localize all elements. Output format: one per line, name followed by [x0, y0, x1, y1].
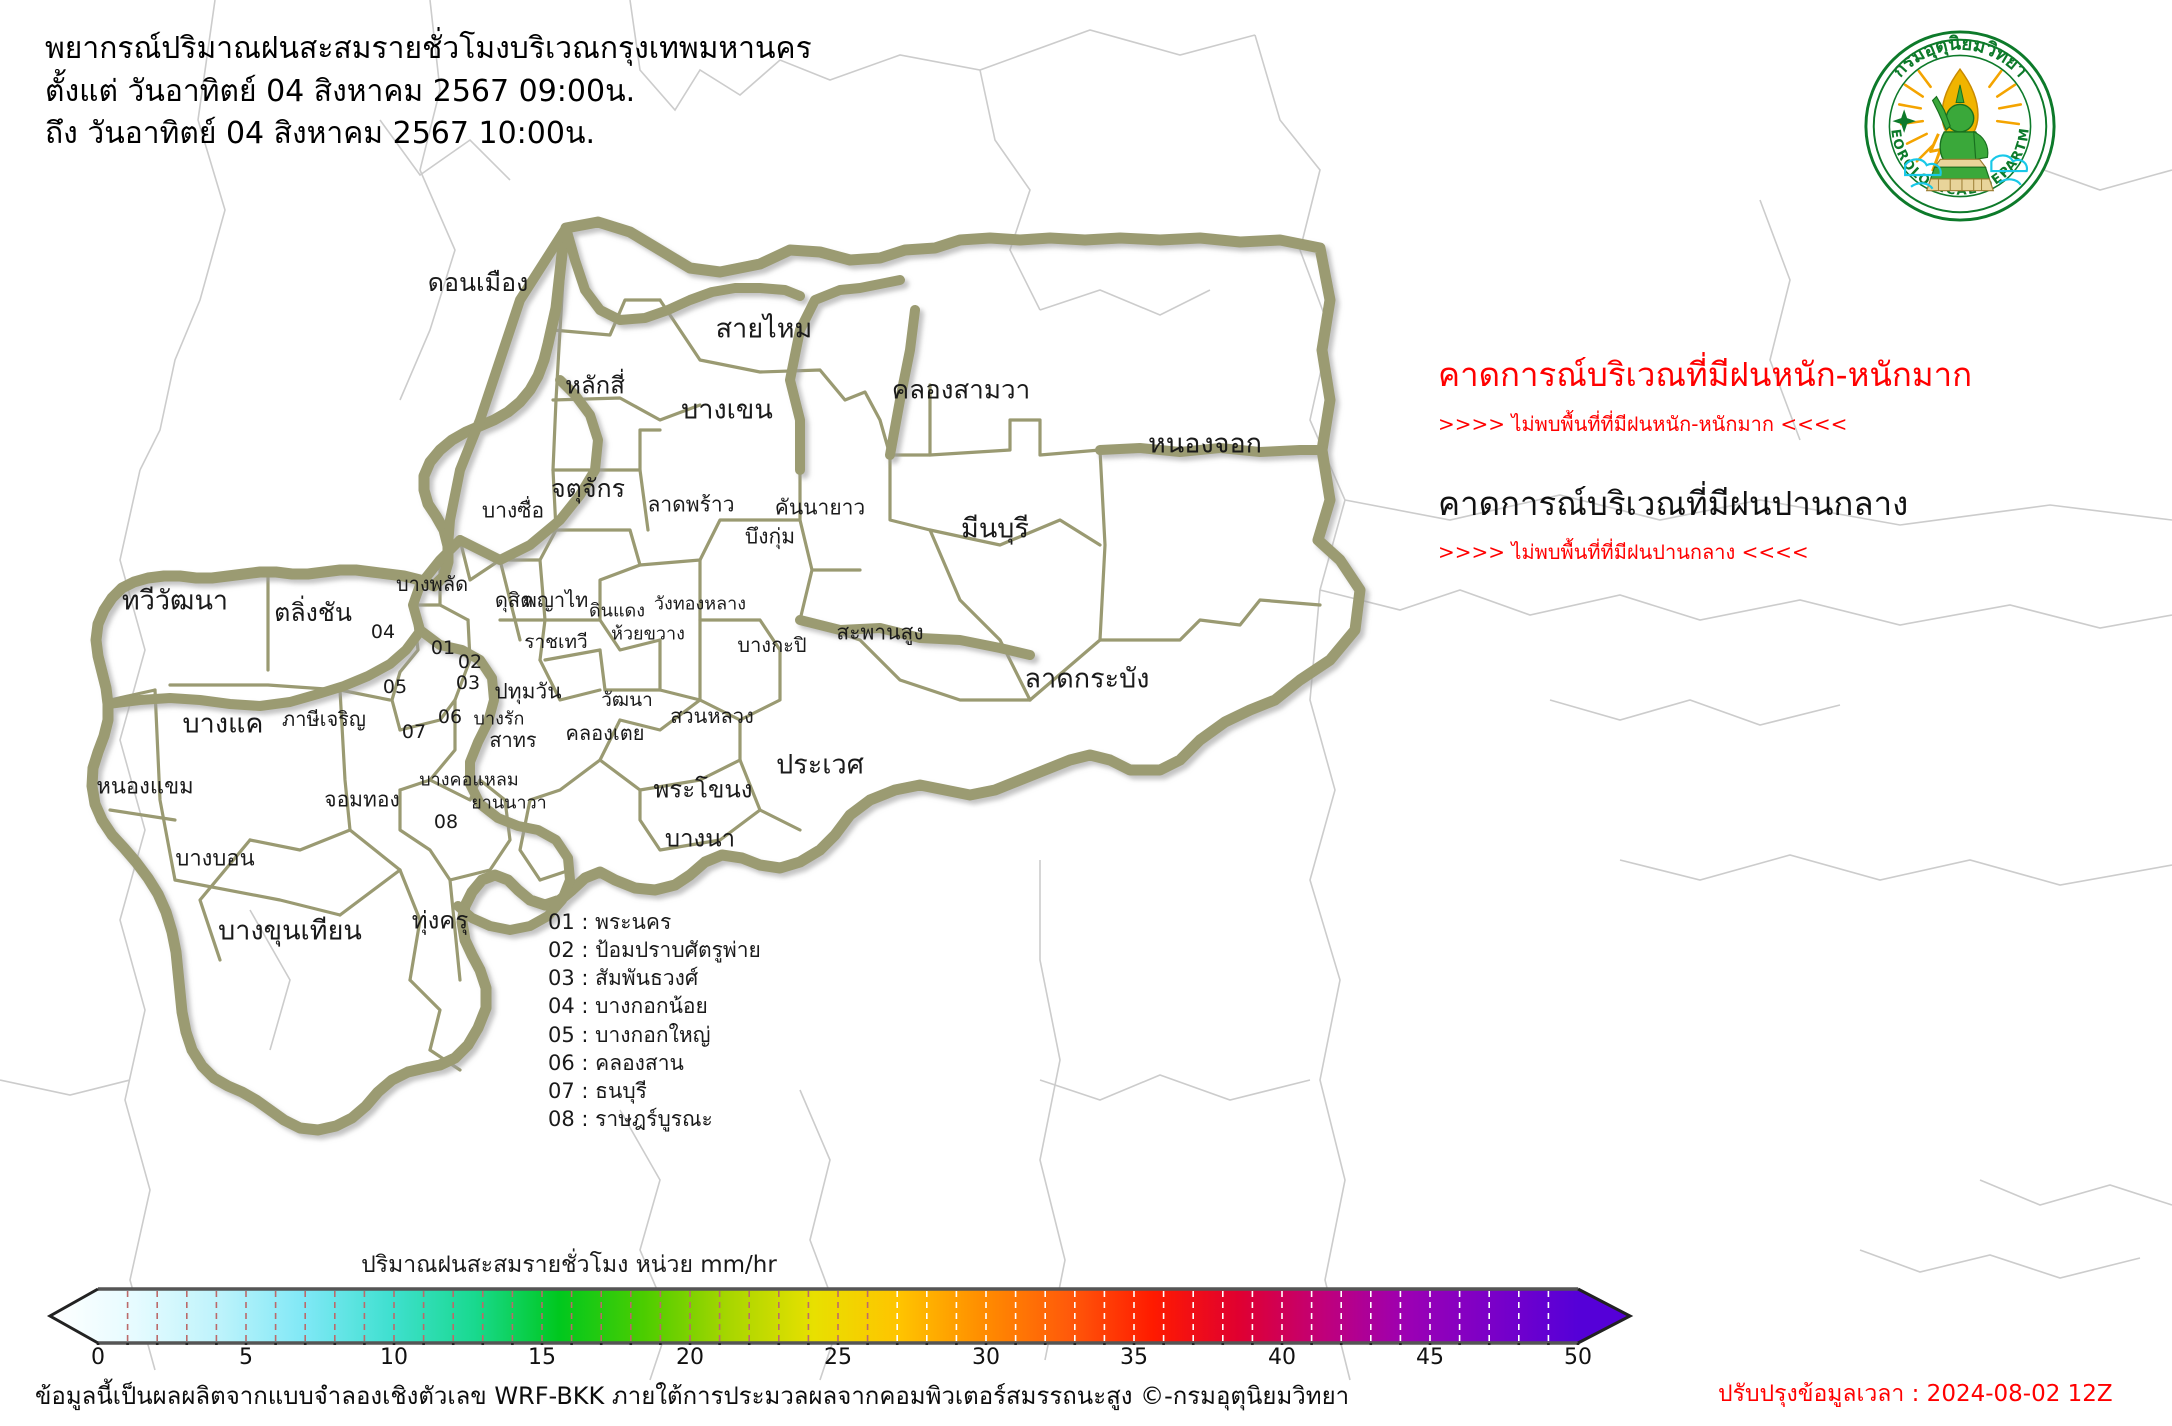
district-label: คลองเตย — [565, 721, 645, 745]
district-label: หนองแขม — [96, 774, 194, 800]
district-label: ดอนเมือง — [427, 268, 529, 297]
district-label: จตุจักร — [550, 474, 626, 503]
district-label: ห้วยขวาง — [611, 623, 685, 645]
colorbar-title: ปริมาณฝนสะสมรายชั่วโมง หน่วย mm/hr — [361, 1252, 777, 1278]
district-number-label: 03 — [455, 672, 481, 694]
legend-item: 07 : ธนบุรี — [548, 1078, 647, 1103]
district-label: จอมทอง — [324, 787, 400, 812]
numbered-district-legend: 01 : พระนคร 02 : ป้อมปราบศัตรูพ่าย 03 : สั… — [548, 908, 761, 1133]
legend-item: 03 : สัมพันธวงศ์ — [548, 966, 699, 991]
footer-bar: ข้อมูลนี้เป็นผลผลิตจากแบบจำลองเชิงตัวเลข… — [0, 1374, 2172, 1420]
district-label: หนองจอก — [1147, 428, 1263, 460]
tmd-seal-icon: กรมอุตุนิยมวิทยา METEOROLOGICAL DEPARTME… — [1862, 28, 2056, 222]
district-label: ดุสิต — [494, 588, 534, 612]
district-label: สายไหม — [715, 313, 813, 345]
colorbar-tick-label: 10 — [380, 1345, 408, 1370]
district-label: พญาไท — [523, 588, 589, 612]
legend-item: 02 : ป้อมปราบศัตรูพ่าย — [548, 938, 761, 963]
district-label: คลองสามวา — [891, 375, 1031, 406]
district-label: ภาษีเจริญ — [282, 707, 366, 731]
district-number-label: 05 — [382, 676, 408, 698]
colorbar-tick-label: 0 — [91, 1345, 105, 1370]
district-label: สาทร — [489, 728, 537, 752]
district-label: บางคอแหลม — [419, 769, 519, 791]
legend-item: 06 : คลองสาน — [548, 1050, 684, 1075]
district-label: ราชเทวี — [524, 631, 588, 653]
district-label: สะพานสูง — [836, 620, 924, 645]
district-label: ทุ่งครุ — [411, 906, 469, 935]
moderate-rain-result: >>>> ไม่พบพื้นที่ที่มีฝนปานกลาง <<<< — [1438, 540, 1809, 565]
district-label: ลาดกระบัง — [1024, 663, 1150, 695]
district-label: บางนา — [664, 824, 736, 853]
district-label: บึงกุ่ม — [744, 524, 796, 549]
district-label: บางแค — [182, 708, 264, 740]
rainfall-colorbar: ปริมาณฝนสะสมรายชั่วโมง หน่วย mm/hr 0 5 10 1… — [38, 1252, 1638, 1370]
footer-source-text: ข้อมูลนี้เป็นผลผลิตจากแบบจำลองเชิงตัวเลข… — [35, 1382, 1350, 1410]
district-number-label: 08 — [433, 811, 459, 833]
district-label: ดินแดง — [588, 600, 646, 622]
footer-updated-time: ปรับปรุงข้อมูลเวลา : 2024-08-02 12Z — [1718, 1381, 2113, 1407]
colorbar-tick-label: 15 — [528, 1345, 556, 1370]
district-label: บางรัก — [473, 708, 525, 730]
forecast-summary-panel: คาดการณ์บริเวณที่มีฝนหนัก-หนักมาก >>>> ไ… — [1438, 355, 2138, 568]
district-label: ยานนาวา — [471, 792, 547, 814]
district-label: ทวีวัฒนา — [121, 585, 229, 617]
district-label: ประเวศ — [776, 749, 864, 781]
district-label: วังทองหลาง — [653, 593, 747, 615]
title-line-2: ตั้งแต่ วันอาทิตย์ 04 สิงหาคม 2567 09:00… — [45, 73, 636, 109]
title-line-1: พยากรณ์ปริมาณฝนสะสมรายชั่วโมงบริเวณกรุงเ… — [45, 31, 812, 66]
district-number-label: 04 — [370, 621, 396, 643]
legend-item: 01 : พระนคร — [548, 910, 672, 934]
colorbar-tick-label: 5 — [239, 1345, 253, 1370]
map-title-block: พยากรณ์ปริมาณฝนสะสมรายชั่วโมงบริเวณกรุงเ… — [45, 28, 812, 156]
district-number-label: 02 — [457, 651, 483, 673]
district-label: ปทุมวัน — [494, 679, 562, 704]
legend-item: 05 : บางกอกใหญ่ — [548, 1022, 711, 1047]
district-label: วัฒนา — [601, 689, 653, 711]
legend-item: 04 : บางกอกน้อย — [548, 994, 708, 1019]
legend-item: 08 : ราษฎร์บูรณะ — [548, 1106, 713, 1131]
district-label: หลักสี่ — [565, 371, 625, 400]
district-label: ตลิ่งชัน — [274, 598, 352, 627]
colorbar-tick-label: 30 — [972, 1345, 1000, 1370]
colorbar-tick-label: 40 — [1268, 1345, 1296, 1370]
colorbar-gradient — [46, 1287, 1634, 1345]
district-label: คันนายาว — [774, 495, 866, 520]
heavy-rain-heading: คาดการณ์บริเวณที่มีฝนหนัก-หนักมาก — [1438, 355, 1973, 394]
moderate-rain-heading: คาดการณ์บริเวณที่มีฝนปานกลาง — [1438, 483, 1909, 523]
district-label: ลาดพร้าว — [647, 492, 735, 517]
district-number-label: 01 — [430, 637, 456, 659]
colorbar-tick-label: 45 — [1416, 1345, 1444, 1370]
district-label: พระโขนง — [653, 775, 753, 804]
district-label: บางพลัด — [395, 572, 469, 596]
colorbar-tick-label: 35 — [1120, 1345, 1148, 1370]
district-label: สวนหลวง — [670, 704, 754, 728]
colorbar-tick-label: 20 — [676, 1345, 704, 1370]
district-label: บางเขน — [681, 394, 773, 426]
heavy-rain-result: >>>> ไม่พบพื้นที่ที่มีฝนหนัก-หนักมาก <<<… — [1438, 411, 1848, 436]
colorbar-tick-label: 25 — [824, 1345, 852, 1370]
district-label: บางซื่อ — [481, 498, 545, 523]
district-number-label: 07 — [401, 721, 427, 743]
district-label: มีนบุรี — [961, 513, 1029, 545]
colorbar-tick-labels: 0 5 10 15 20 25 30 35 40 45 50 — [38, 1345, 1638, 1377]
district-label: บางขุนเทียน — [218, 915, 362, 947]
district-number-label: 06 — [437, 706, 463, 728]
district-label: บางกะปิ — [737, 633, 807, 657]
title-line-3: ถึง วันอาทิตย์ 04 สิงหาคม 2567 10:00น. — [45, 116, 595, 152]
colorbar-tick-label: 50 — [1564, 1345, 1592, 1370]
district-label: บางบอน — [175, 846, 255, 872]
